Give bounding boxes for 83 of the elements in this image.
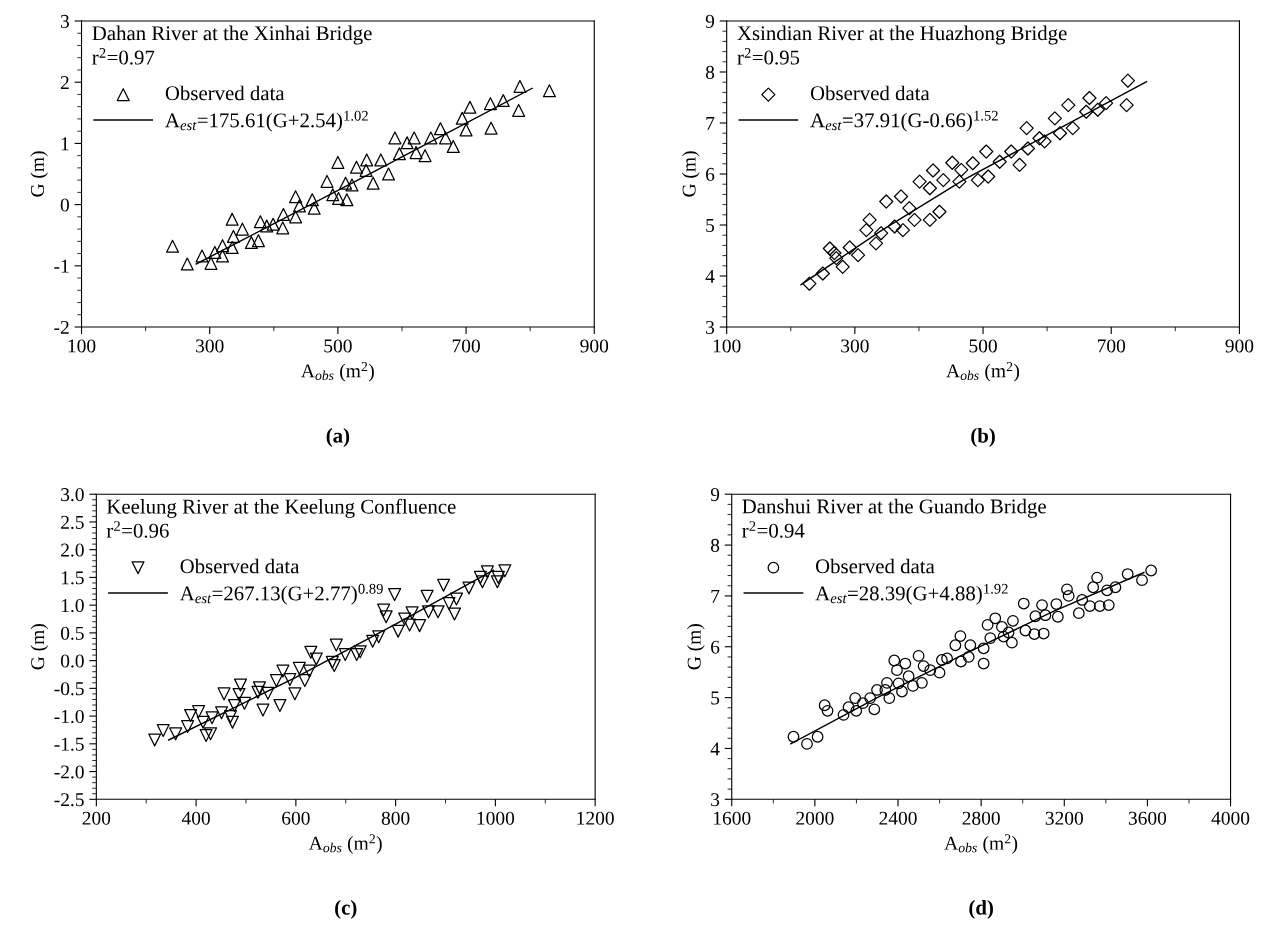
y-tick-label: 1	[61, 137, 69, 151]
text: (a)	[326, 428, 350, 447]
y-axis-title: G (m)	[687, 624, 705, 670]
x-axis-title: A$_{obs}$ (m$^{2}$)	[301, 362, 374, 382]
x-tick-label: 900	[580, 339, 609, 353]
x-tick-label: 300	[196, 339, 224, 353]
x-tick-label: 2400	[879, 811, 917, 825]
annotation: r$^{2}$=0.94	[742, 521, 805, 538]
x-tick-label: 1200	[577, 811, 614, 825]
text: (d)	[969, 899, 993, 919]
y-tick-label: -2.5	[54, 793, 84, 807]
y-tick-label: 2.0	[61, 543, 84, 557]
x-tick-label: 500	[969, 339, 997, 353]
x-tick-label: 100	[68, 339, 96, 353]
x-tick-label: 800	[381, 811, 410, 825]
x-tick-label: 700	[1097, 339, 1126, 353]
x-tick-label: 2800	[962, 811, 1000, 825]
x-tick-label: 3200	[1045, 811, 1083, 825]
y-tick-label: 3.0	[61, 488, 84, 502]
y-tick-label: 9	[710, 488, 720, 502]
y-axis-title: G (m)	[30, 624, 49, 670]
y-tick-label: -2	[54, 320, 69, 334]
y-axis-title: G (m)	[30, 151, 48, 197]
y-tick-label: 3	[711, 793, 720, 807]
y-tick-label: 5	[706, 219, 715, 232]
x-tick-label: 100	[713, 339, 741, 353]
x-tick-label: 3600	[1128, 811, 1167, 825]
y-tick-label: -1.0	[54, 709, 84, 724]
y-tick-label: -0.5	[54, 682, 84, 696]
y-tick-label: 9	[705, 14, 715, 28]
annotation: r$^{2}$=0.96	[106, 521, 169, 538]
y-tick-label: 5	[711, 691, 720, 705]
legend-label: A$_{est}$=37.91(G-0.66)$^{1.52}$	[810, 110, 998, 132]
legend-label: A$_{est}$=28.39(G+4.88)$^{1.92}$	[815, 583, 1008, 605]
legend-label: A$_{est}$=267.13(G+2.77)$^{0.89}$	[179, 583, 383, 605]
legend-label: Observed data	[810, 85, 930, 101]
y-tick-label: 7	[711, 589, 720, 603]
y-tick-label: 0.5	[60, 626, 84, 640]
x-tick-label: 900	[1225, 339, 1254, 353]
x-tick-label: 2000	[796, 811, 834, 825]
chart-title: Dahan River at the Xinhai Bridge	[92, 25, 372, 45]
legend-label: A$_{est}$=175.61(G+2.54)$^{1.02}$	[165, 110, 368, 132]
chart-title: Keelung River at the Keelung Confluence	[106, 498, 456, 518]
y-tick-label: 3	[706, 320, 715, 334]
annotation: r$^{2}$=0.97	[92, 48, 155, 65]
y-tick-label: 6	[705, 167, 715, 181]
x-tick-label: 1600	[714, 811, 751, 825]
legend-label: Observed data	[165, 85, 285, 101]
y-tick-label: 2.5	[61, 515, 84, 529]
y-tick-label: 0.0	[60, 654, 84, 668]
x-tick-label: 600	[282, 811, 310, 825]
x-axis-title: A$_{obs}$ (m$^{2}$)	[946, 362, 1020, 382]
y-tick-label: 1.0	[61, 598, 84, 613]
x-axis-title: A$_{obs}$ (m$^{2}$)	[308, 834, 382, 854]
y-tick-label: -1.5	[54, 737, 84, 751]
y-tick-label: 6	[711, 640, 720, 654]
y-tick-label: 4	[705, 269, 715, 283]
x-tick-label: 700	[452, 339, 480, 353]
legend-label: Observed data	[180, 558, 300, 574]
y-axis-title: G (m)	[681, 151, 700, 197]
annotation: r$^{2}$=0.95	[737, 48, 800, 65]
y-tick-label: -1	[54, 259, 69, 273]
text: (b)	[971, 428, 995, 447]
x-tick-label: 200	[82, 811, 111, 825]
y-tick-label: 3	[60, 14, 69, 28]
y-tick-label: 2	[60, 76, 69, 89]
x-tick-label: 4000	[1211, 811, 1250, 825]
y-tick-label: 1.5	[61, 571, 84, 585]
y-tick-label: 7	[706, 117, 715, 130]
x-axis-title: A$_{obs}$ (m$^{2}$)	[944, 834, 1018, 854]
x-tick-label: 300	[841, 339, 869, 353]
y-tick-label: 8	[705, 65, 715, 79]
y-tick-label: 8	[710, 538, 720, 552]
x-tick-label: 400	[181, 811, 210, 825]
y-tick-label: 4	[710, 742, 720, 756]
y-tick-label: -2.0	[54, 765, 84, 779]
y-tick-label: 0	[60, 198, 69, 212]
text: (c)	[335, 899, 357, 919]
legend-label: Observed data	[815, 558, 935, 574]
chart-title: Xsindian River at the Huazhong Bridge	[737, 25, 1067, 45]
x-tick-label: 1000	[477, 811, 515, 825]
chart-title: Danshui River at the Guando Bridge	[742, 498, 1046, 518]
x-tick-label: 500	[324, 339, 352, 353]
